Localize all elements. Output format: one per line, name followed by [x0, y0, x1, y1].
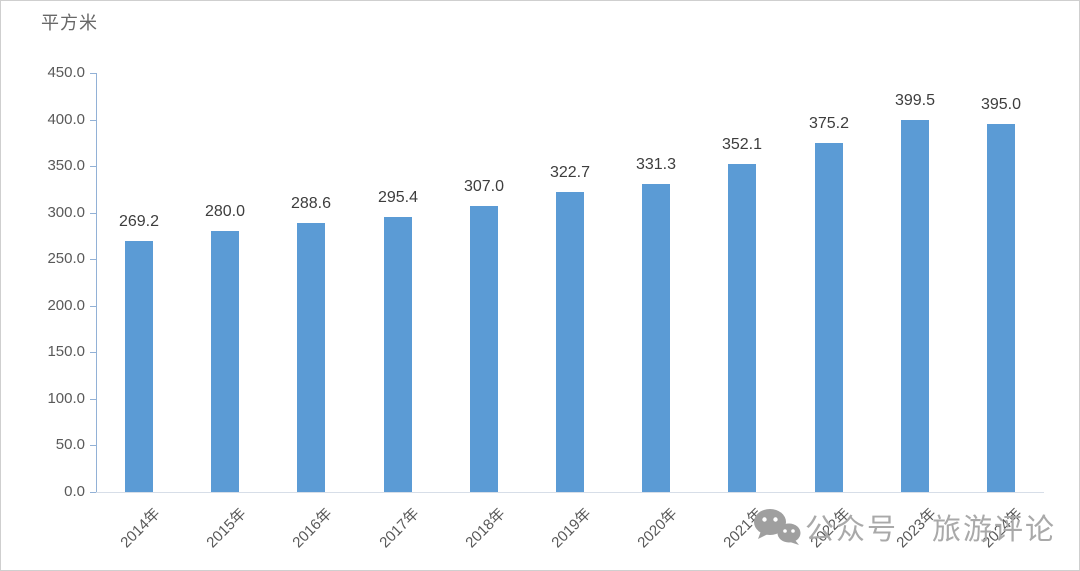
y-axis-line	[96, 73, 97, 492]
y-tick-mark	[90, 166, 96, 168]
y-tick-mark	[90, 119, 96, 121]
x-axis-label-text: 2019年	[547, 505, 595, 552]
y-tick-label: 250.0	[47, 250, 85, 268]
y-tick-mark	[90, 259, 96, 261]
x-axis-label-text: 2017年	[375, 505, 423, 552]
bar-value-label: 295.4	[377, 189, 419, 206]
bar	[987, 124, 1015, 492]
bar-value-label: 399.5	[894, 92, 936, 109]
y-tick-label: 100.0	[47, 389, 85, 407]
watermark: 公众号 旅游评论	[753, 506, 1056, 548]
bar	[384, 217, 412, 492]
x-axis-label-text: 2015年	[202, 505, 250, 552]
bar	[815, 143, 843, 492]
y-tick-label: 150.0	[47, 343, 85, 361]
bar-value-label: 352.1	[721, 136, 763, 153]
bar-value-label: 269.2	[118, 213, 160, 230]
wechat-icon	[754, 509, 801, 545]
bar-value-label: 307.0	[463, 178, 505, 195]
y-tick-label: 300.0	[47, 203, 85, 221]
bar	[211, 231, 239, 492]
y-tick-mark	[90, 398, 96, 400]
bar-value-label: 322.7	[549, 164, 591, 181]
y-tick-mark	[90, 492, 96, 493]
y-tick-label: 400.0	[47, 110, 85, 128]
bar	[297, 223, 325, 492]
y-axis-title: 平方米	[41, 13, 98, 33]
bar-value-label: 395.0	[980, 96, 1022, 113]
bar-value-label: 375.2	[808, 115, 850, 132]
y-tick-label: 350.0	[47, 157, 85, 175]
y-tick-label: 0.0	[64, 483, 85, 500]
x-axis-label-text: 2014年	[116, 505, 164, 552]
watermark-text-1: 公众号	[805, 514, 899, 546]
bar	[556, 192, 584, 492]
x-axis-label-text: 2020年	[633, 505, 681, 552]
x-axis-label-text: 2016年	[288, 505, 336, 552]
bar	[901, 120, 929, 492]
y-tick-label: 200.0	[47, 296, 85, 314]
y-tick-mark	[90, 212, 96, 214]
bar-value-label: 331.3	[635, 156, 677, 173]
y-tick-mark	[90, 73, 96, 74]
y-tick-mark	[90, 352, 96, 354]
y-tick-mark	[90, 445, 96, 447]
bar	[642, 184, 670, 492]
bar	[470, 206, 498, 492]
bar	[728, 164, 756, 492]
x-axis-line	[96, 492, 1044, 493]
y-tick-label: 50.0	[55, 436, 85, 454]
bar-value-label: 280.0	[204, 203, 246, 220]
bar-value-label: 288.6	[290, 195, 332, 212]
y-tick-mark	[90, 305, 96, 307]
y-tick-label: 450.0	[47, 64, 85, 81]
x-axis-label-text: 2018年	[461, 505, 509, 552]
watermark-text-2: 旅游评论	[932, 514, 1057, 546]
bar	[125, 241, 153, 492]
